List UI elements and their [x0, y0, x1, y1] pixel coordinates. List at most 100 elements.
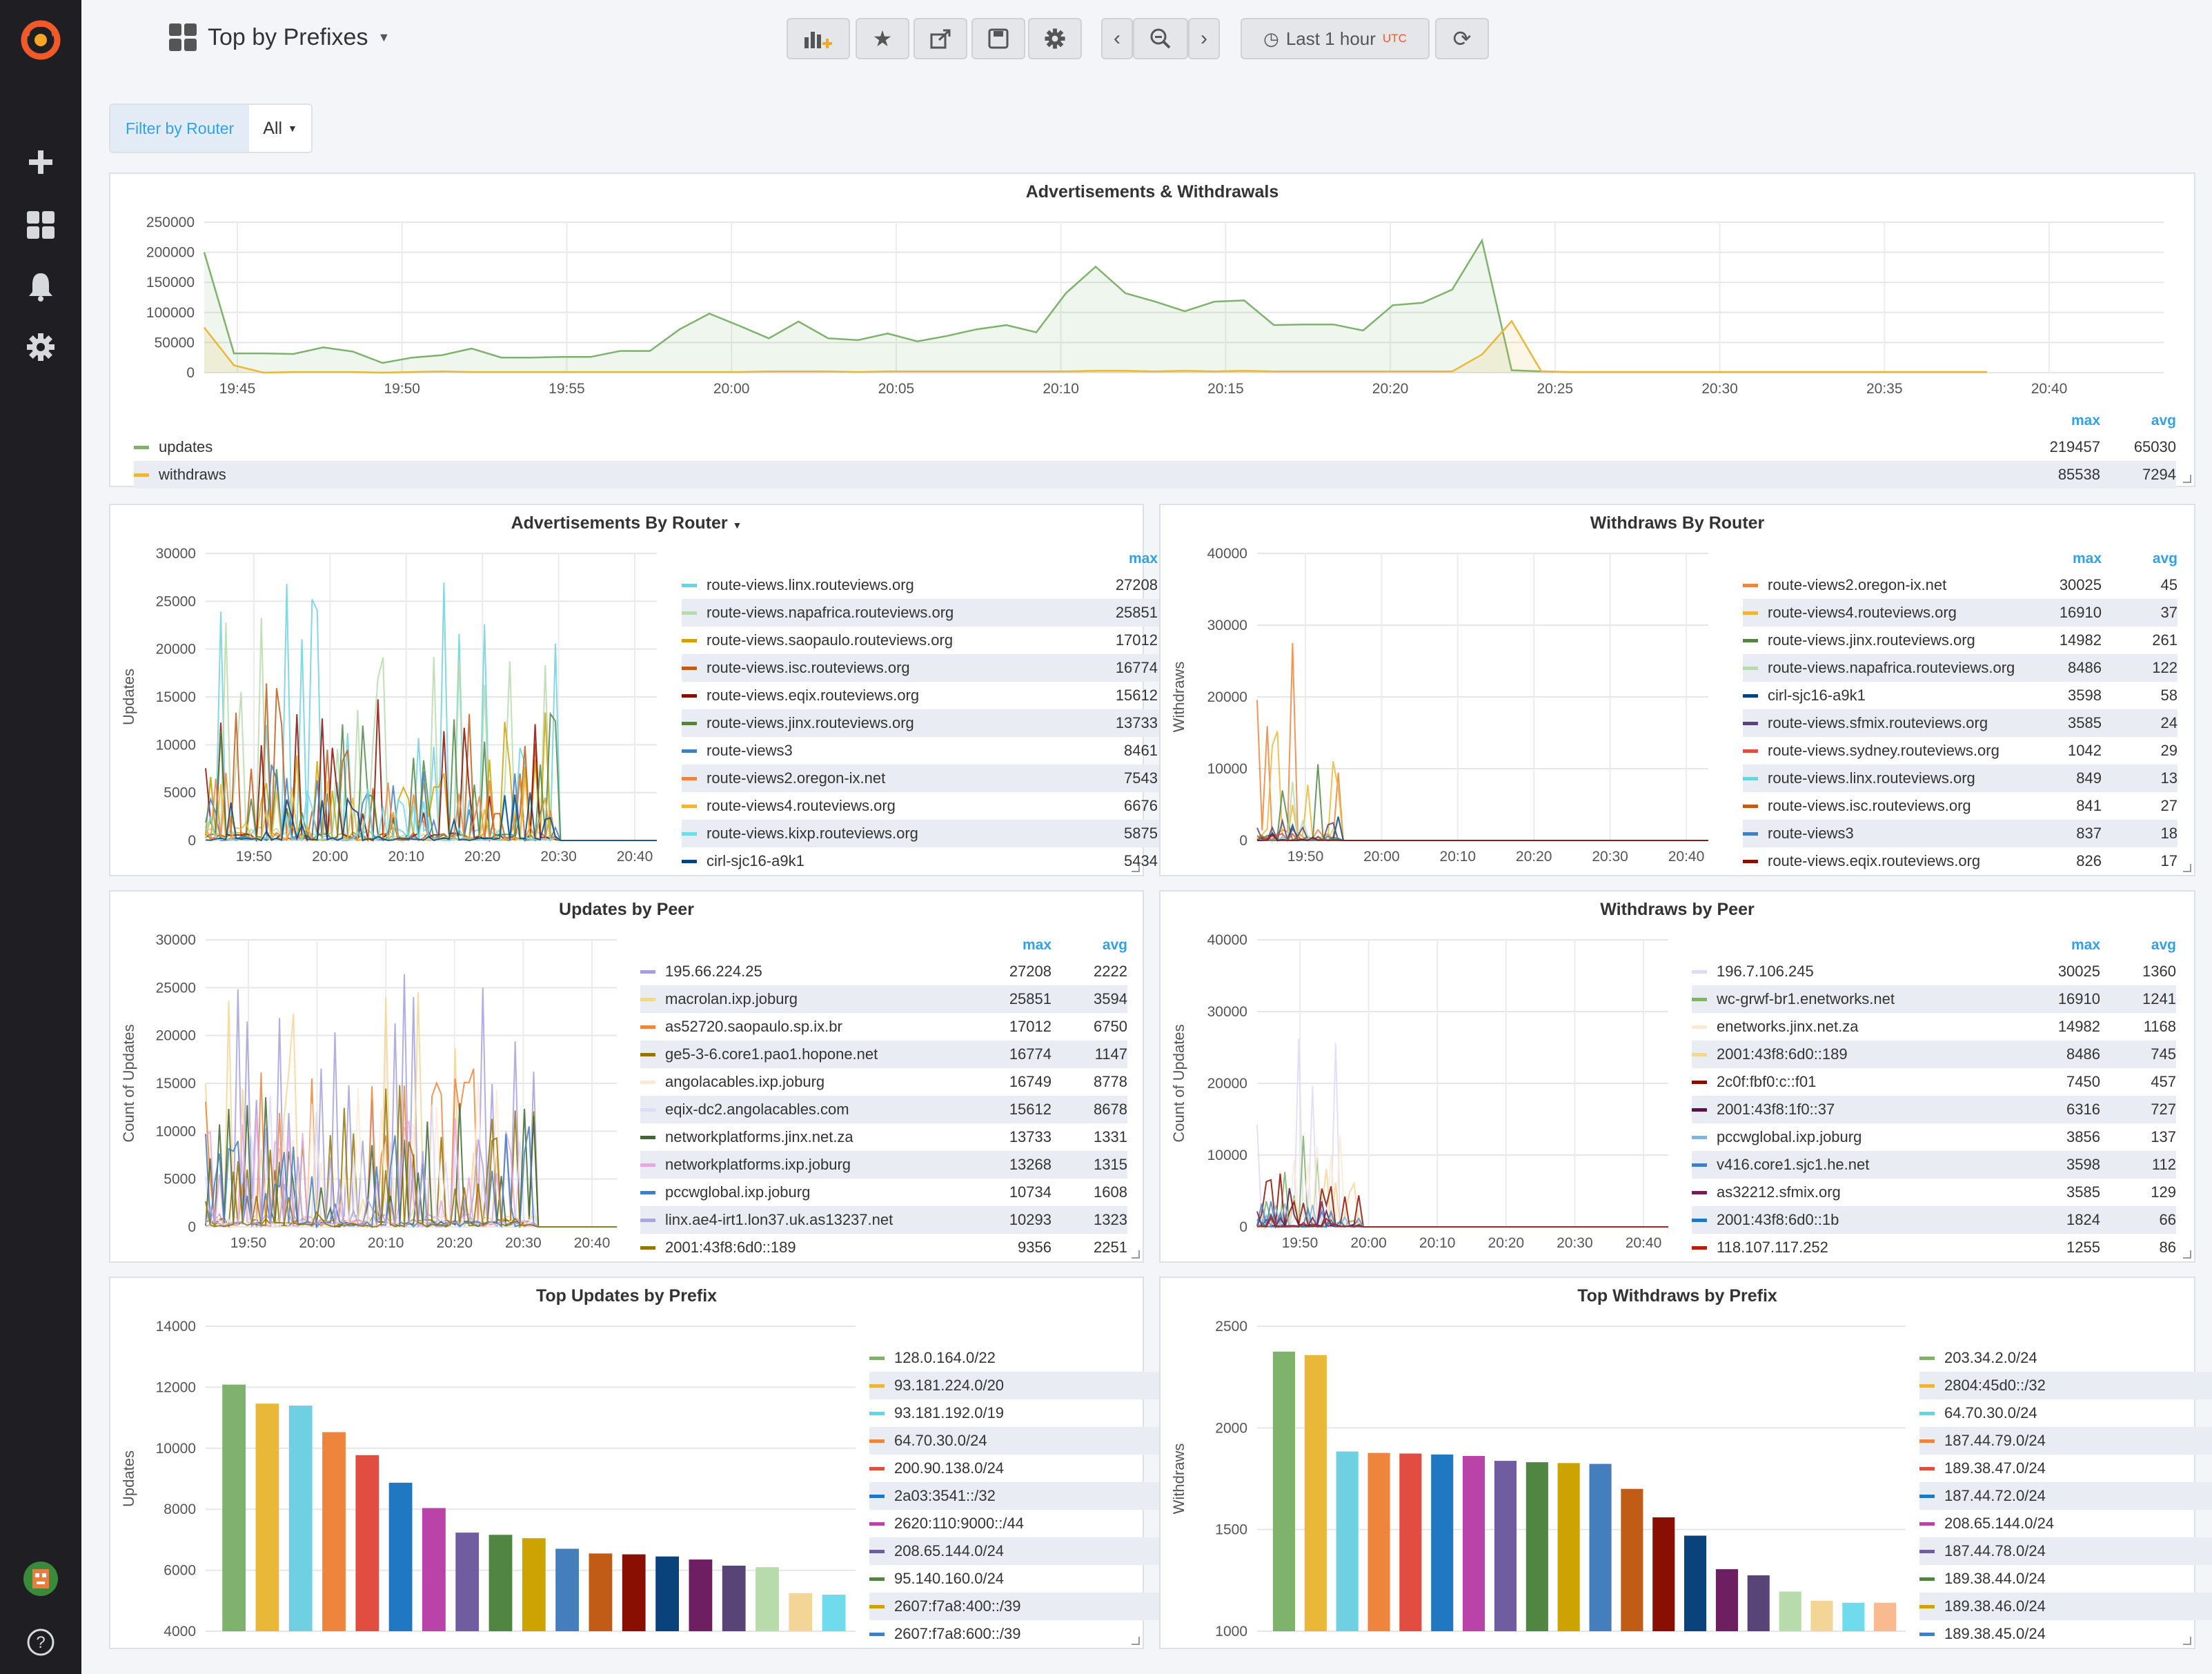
legend-item[interactable]: route-views2.oregon-ix.net 30025 45	[1743, 571, 2178, 599]
legend-item[interactable]: pccwglobal.ixp.joburg 10734 1608	[640, 1179, 1127, 1206]
series-line[interactable]	[1256, 1038, 1668, 1228]
bar[interactable]	[1463, 1456, 1485, 1631]
series-line[interactable]	[1256, 1217, 1668, 1228]
legend-item[interactable]: 189.38.46.0/24 1827	[1919, 1593, 2212, 1620]
legend-item[interactable]: ge5-3-6.core1.pao1.hopone.net 16774 1147	[640, 1041, 1127, 1068]
help-icon[interactable]: ?	[0, 1622, 81, 1663]
legend-header-max[interactable]: max	[2071, 413, 2100, 429]
legend-item[interactable]: route-views.sydney.routeviews.org 1042 29	[1743, 737, 2178, 765]
legend-item[interactable]: 118.107.117.252 1255 86	[1692, 1234, 2176, 1261]
dashboards-icon[interactable]	[0, 204, 81, 246]
panel-title[interactable]: Advertisements By Router ▼	[110, 513, 1143, 533]
router-filter-select[interactable]: All ▼	[249, 105, 311, 152]
settings-button[interactable]	[1028, 18, 1082, 59]
bar[interactable]	[589, 1553, 613, 1631]
panel-title[interactable]: Top Withdraws by Prefix	[1577, 1286, 1777, 1306]
alert-bell-icon[interactable]	[0, 266, 81, 307]
legend-item[interactable]: 203.34.2.0/24 2375	[1919, 1344, 2212, 1372]
legend-item[interactable]: angolacables.ixp.joburg 16749 8778	[640, 1068, 1127, 1096]
legend-item[interactable]: 2001:43f8:1f0::37 6316 727	[1692, 1096, 2176, 1123]
legend-item[interactable]: 208.65.144.0/24 1862	[1919, 1510, 2212, 1537]
legend-item[interactable]: updates 219457 65030	[134, 433, 2176, 461]
adv-withdrawals-chart[interactable]: 250000 200000 150000 100000 50000 0 19:45 19:50…	[110, 174, 2197, 489]
withdraws-by-router-chart[interactable]: 40000 30000 20000 10000 0 19:50 20:00 20:10 20:2…	[1161, 505, 2197, 878]
legend-item[interactable]: 189.38.45.0/24 1823	[1919, 1620, 2212, 1648]
legend-header-avg[interactable]: avg	[2152, 551, 2178, 567]
legend-item[interactable]: route-views.isc.routeviews.org 841 27	[1743, 792, 2178, 820]
legend-header-max[interactable]: max	[1128, 551, 1158, 567]
bar[interactable]	[1336, 1451, 1359, 1632]
bar[interactable]	[1747, 1575, 1770, 1631]
top-updates-prefix-chart[interactable]: 14000 12000 10000 8000 6000 4000 Updates	[110, 1278, 1145, 1651]
legend-item[interactable]: route-views.jinx.routeviews.org137331088	[682, 709, 1234, 737]
gear-icon[interactable]	[0, 326, 81, 368]
bar[interactable]	[555, 1548, 579, 1632]
legend-header-max[interactable]: max	[2072, 551, 2102, 567]
legend-item[interactable]: 196.7.106.245 30025 1360	[1692, 958, 2176, 985]
refresh-button[interactable]: ⟳	[1435, 18, 1489, 59]
legend-item[interactable]: route-views4.routeviews.org6676164	[682, 792, 1234, 820]
bar[interactable]	[222, 1384, 246, 1631]
legend-item[interactable]: 2c0f:fbf0:c::f01 7450 457	[1692, 1068, 2176, 1096]
legend-header-max[interactable]: max	[1022, 937, 1051, 953]
resize-handle[interactable]	[1132, 864, 1140, 872]
top-withdraws-prefix-chart[interactable]: 2500 2000 1500 1000 Withdraws	[1161, 1278, 2197, 1651]
legend-item[interactable]: enetworks.jinx.net.za 14982 1168	[1692, 1013, 2176, 1041]
legend-header-avg[interactable]: avg	[2151, 937, 2176, 953]
legend-item[interactable]: 2001:43f8:6d0::189 9356 2251	[640, 1234, 1127, 1261]
bar[interactable]	[1810, 1600, 1833, 1631]
bar[interactable]	[1304, 1355, 1327, 1631]
legend-item[interactable]: networkplatforms.jinx.net.za 13733 1331	[640, 1123, 1127, 1151]
bar[interactable]	[488, 1535, 513, 1631]
legend-item[interactable]: withdraws 85538 7294	[134, 461, 2176, 489]
panel-title[interactable]: Advertisements & Withdrawals	[1025, 182, 1279, 201]
legend-item[interactable]: networkplatforms.ixp.joburg 13268 1315	[640, 1151, 1127, 1179]
legend-item[interactable]: 64.70.30.0/24 1884	[1919, 1399, 2212, 1427]
series-line[interactable]	[1256, 731, 1708, 841]
bar[interactable]	[655, 1556, 679, 1631]
bar[interactable]	[288, 1406, 313, 1631]
bar[interactable]	[822, 1595, 846, 1631]
dashboard-title[interactable]: Top by Prefixes ▼	[168, 22, 390, 52]
legend-item[interactable]: route-views.saopaulo.routeviews.org 17012…	[682, 627, 1234, 654]
legend-item[interactable]: 2804:45d0::/32 2358	[1919, 1372, 2212, 1399]
resize-handle[interactable]	[1132, 1637, 1140, 1645]
zoom-out-button[interactable]	[1133, 18, 1188, 59]
bar[interactable]	[388, 1482, 413, 1631]
legend-header-avg[interactable]: avg	[1102, 937, 1127, 953]
bar[interactable]	[1842, 1602, 1865, 1631]
legend-item[interactable]: linx.ae4-irt1.lon37.uk.as13237.net 10293 1…	[640, 1206, 1127, 1234]
bar[interactable]	[422, 1508, 446, 1632]
bar[interactable]	[1494, 1461, 1517, 1631]
legend-item[interactable]: macrolan.ixp.joburg 25851 3594	[640, 985, 1127, 1013]
legend-item[interactable]: route-views4.routeviews.org 16910 37	[1743, 599, 2178, 627]
legend-item[interactable]: route-views.isc.routeviews.org16774484	[682, 654, 1234, 682]
legend-item[interactable]: as32212.sfmix.org 3585 129	[1692, 1179, 2176, 1206]
bar[interactable]	[789, 1593, 813, 1632]
adv-by-router-chart[interactable]: 30000 25000 20000 15000 10000 5000 0 19:50 20:00…	[110, 505, 1145, 878]
bar[interactable]	[1715, 1569, 1738, 1631]
save-button[interactable]	[971, 18, 1025, 59]
time-back-button[interactable]: ‹	[1101, 18, 1133, 59]
resize-handle[interactable]	[2183, 1250, 2191, 1259]
legend-item[interactable]: wc-grwf-br1.enetworks.net 16910 1241	[1692, 985, 2176, 1013]
legend-item[interactable]: route-views.napafrica.routeviews.org 8486…	[1743, 654, 2178, 682]
bar[interactable]	[1779, 1591, 1801, 1632]
legend-item[interactable]: 187.44.79.0/24 1877	[1919, 1427, 2212, 1455]
legend-item[interactable]: v416.core1.sjc1.he.net 3598 112	[1692, 1151, 2176, 1179]
legend-item[interactable]: 195.66.224.25 27208 2222	[640, 958, 1127, 985]
legend-item[interactable]: route-views.eqix.routeviews.org15612425	[682, 682, 1234, 709]
resize-handle[interactable]	[1132, 1250, 1140, 1259]
legend-item[interactable]: route-views.linx.routeviews.org 849 13	[1743, 765, 2178, 792]
resize-handle[interactable]	[2183, 475, 2191, 483]
panel-title[interactable]: Top Updates by Prefix	[535, 1286, 718, 1306]
updates-by-peer-chart[interactable]: 30000 25000 20000 15000 10000 5000 0 19:50 20:00…	[110, 892, 1145, 1264]
star-button[interactable]: ★	[856, 18, 909, 59]
legend-item[interactable]: pccwglobal.ixp.joburg 3856 137	[1692, 1123, 2176, 1151]
legend-header-avg[interactable]: avg	[2151, 413, 2176, 429]
bar[interactable]	[622, 1554, 646, 1631]
legend-item[interactable]: cirl-sjc16-a9k1 3598 58	[1743, 682, 2178, 709]
bar[interactable]	[1652, 1517, 1675, 1631]
bar[interactable]	[1431, 1454, 1454, 1631]
legend-header-max[interactable]: max	[2071, 937, 2100, 953]
